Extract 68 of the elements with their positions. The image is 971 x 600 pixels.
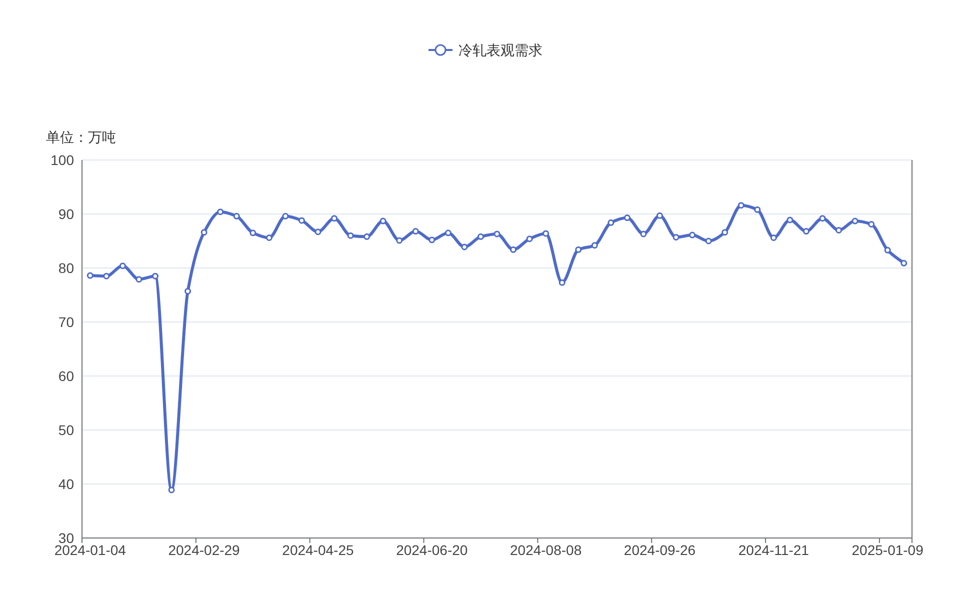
point xyxy=(786,216,794,224)
point xyxy=(754,206,761,213)
x-tick-label: 2024-06-20 xyxy=(396,542,468,558)
point xyxy=(314,228,322,236)
point xyxy=(396,237,403,244)
y-tick-label: 70 xyxy=(58,314,74,330)
point xyxy=(152,272,158,280)
y-tick-label: 80 xyxy=(58,260,74,276)
point xyxy=(347,232,354,239)
x-tick-label: 2024-04-25 xyxy=(282,542,354,558)
legend: 冷轧表观需求 xyxy=(428,42,542,58)
point xyxy=(217,208,224,216)
point xyxy=(412,228,419,235)
y-tick-label: 60 xyxy=(58,368,74,384)
point xyxy=(542,230,550,237)
point xyxy=(689,232,696,238)
point xyxy=(868,221,875,228)
point xyxy=(672,234,680,240)
point xyxy=(558,279,566,286)
point xyxy=(526,236,533,242)
point xyxy=(266,234,272,242)
point xyxy=(298,217,305,224)
x-tick-label: 2024-08-08 xyxy=(510,542,582,558)
point xyxy=(640,230,647,238)
y-tick-label: 40 xyxy=(58,476,74,492)
point xyxy=(444,230,452,236)
point xyxy=(494,230,500,238)
point xyxy=(86,272,94,279)
point xyxy=(331,215,338,222)
point xyxy=(428,236,436,244)
point xyxy=(819,215,826,222)
point xyxy=(884,246,891,254)
y-tick-label: 50 xyxy=(58,422,74,438)
point xyxy=(380,218,386,224)
point xyxy=(656,212,663,219)
legend-label: 冷轧表观需求 xyxy=(458,42,542,58)
x-tick-label: 2024-09-26 xyxy=(624,542,696,558)
point xyxy=(168,486,175,494)
y-tick-label: 90 xyxy=(58,206,74,222)
point xyxy=(575,246,582,253)
point xyxy=(184,288,192,294)
y-tick-label: 100 xyxy=(50,152,74,168)
point xyxy=(802,228,810,235)
point xyxy=(119,262,126,270)
point xyxy=(738,202,744,209)
point xyxy=(282,212,289,220)
point xyxy=(103,272,110,280)
y-axis-title: 单位：万吨 xyxy=(46,129,116,145)
point xyxy=(364,233,370,240)
point xyxy=(136,276,142,283)
point xyxy=(461,244,468,250)
point xyxy=(770,234,777,242)
x-tick-label: 2025-01-09 xyxy=(852,542,924,558)
point xyxy=(624,214,630,222)
point xyxy=(722,229,728,236)
point xyxy=(836,226,842,234)
point xyxy=(591,242,598,249)
x-tick-label: 2024-02-29 xyxy=(168,542,240,558)
point xyxy=(250,230,256,236)
point xyxy=(200,229,208,236)
point xyxy=(852,218,858,224)
x-tick-label: 2024-11-21 xyxy=(738,542,810,558)
point xyxy=(510,246,517,253)
point xyxy=(477,233,484,240)
point xyxy=(608,219,614,226)
point xyxy=(900,260,908,266)
point xyxy=(705,238,712,244)
point xyxy=(233,212,240,220)
